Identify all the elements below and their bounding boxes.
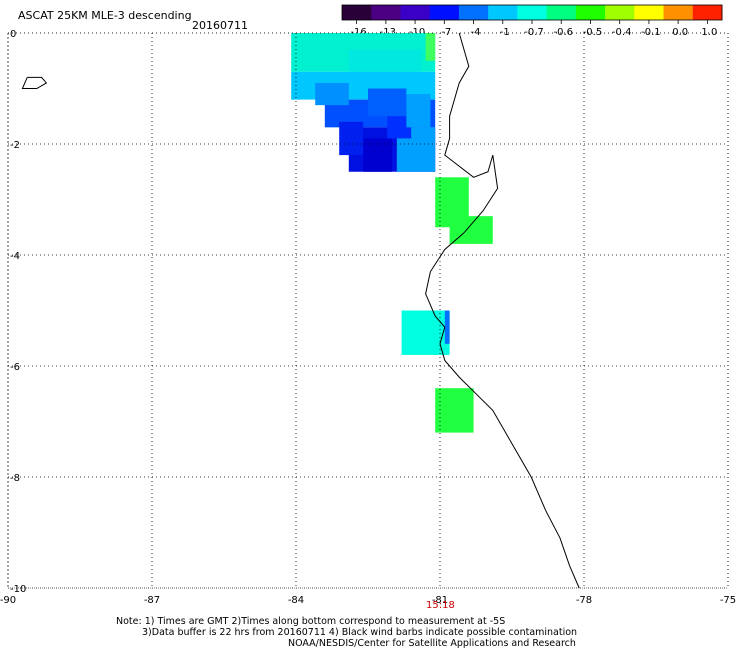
x-tick-label: -78 xyxy=(576,595,592,606)
colorbar-swatch xyxy=(575,5,606,20)
y-tick-label: -2 xyxy=(10,140,20,151)
x-tick-label: -87 xyxy=(144,595,160,606)
colorbar-tick-label: -1 xyxy=(500,27,510,38)
wind-data-cell xyxy=(425,33,436,61)
colorbar-tick-label: -10 xyxy=(409,27,425,38)
colorbar-swatch xyxy=(605,5,635,20)
wind-data-cell xyxy=(315,82,349,106)
map-title: ASCAT 25KM MLE-3 descending xyxy=(18,9,192,22)
colorbar: -16 -13 -10 -7 -4 -1 -0.7 -0.6 -0.5 -0.4 -0.1 0.0 1.… xyxy=(341,4,723,38)
colorbar-tick-label: -16 xyxy=(350,27,366,38)
map-area: -90 -87 -84 -81 -78 -75 0 -2 -4 -6 -8 -10 xyxy=(0,29,736,606)
wind-data-cell xyxy=(368,88,407,117)
colorbar-swatch xyxy=(517,5,548,20)
y-tick-label: -8 xyxy=(10,473,20,484)
x-tick-label: -81 xyxy=(432,595,448,606)
note-line-3: NOAA/NESDIS/Center for Satellite Applica… xyxy=(288,638,576,649)
x-tick-label: -75 xyxy=(720,595,736,606)
colorbar-swatch xyxy=(546,5,577,20)
note-line-2: 3)Data buffer is 22 hrs from 20160711 4)… xyxy=(142,627,578,638)
colorbar-swatch xyxy=(634,5,665,20)
colorbar-tick-label: -0.7 xyxy=(524,27,544,38)
colorbar-swatch xyxy=(342,5,372,20)
wind-data-cell xyxy=(401,310,445,355)
wind-data-cell xyxy=(435,388,474,433)
y-tick-label: 0 xyxy=(10,29,16,40)
y-tick-label: -4 xyxy=(10,251,20,262)
colorbar-swatch xyxy=(692,5,723,20)
colorbar-tick-label: -0.6 xyxy=(553,27,573,38)
note-line-1: Note: 1) Times are GMT 2)Times along bot… xyxy=(116,616,506,627)
wind-data-cell xyxy=(406,94,431,128)
wind-data-cell xyxy=(363,138,392,172)
island-outline xyxy=(21,76,48,89)
wind-data-cell xyxy=(339,121,364,156)
colorbar-swatch xyxy=(429,5,460,20)
time-label: 15:18 xyxy=(426,600,455,611)
x-tick-label: -84 xyxy=(288,595,304,606)
x-tick-label: -90 xyxy=(0,595,16,606)
wind-data-cell xyxy=(444,310,450,344)
colorbar-tick-label: -13 xyxy=(380,27,396,38)
colorbar-swatch xyxy=(371,5,401,20)
colorbar-tick-label: -0.4 xyxy=(612,27,632,38)
y-tick-label: -10 xyxy=(10,584,26,595)
colorbar-swatch xyxy=(488,5,518,20)
colorbar-tick-label: 1.0 xyxy=(701,27,717,38)
map-frame xyxy=(7,32,729,589)
colorbar-tick-label: 0.0 xyxy=(672,27,688,38)
colorbar-swatch xyxy=(458,5,489,20)
colorbar-tick-label: -4 xyxy=(471,27,481,38)
colorbar-tick-label: -7 xyxy=(441,27,451,38)
colorbar-tick-label: -0.1 xyxy=(641,27,661,38)
colorbar-swatch xyxy=(663,5,694,20)
colorbar-tick-label: -0.5 xyxy=(583,27,603,38)
colorbar-swatch xyxy=(400,5,431,20)
map-date: 20160711 xyxy=(192,19,248,32)
coastline xyxy=(425,32,580,589)
y-tick-label: -6 xyxy=(10,362,20,373)
wind-data-cell xyxy=(348,49,421,72)
